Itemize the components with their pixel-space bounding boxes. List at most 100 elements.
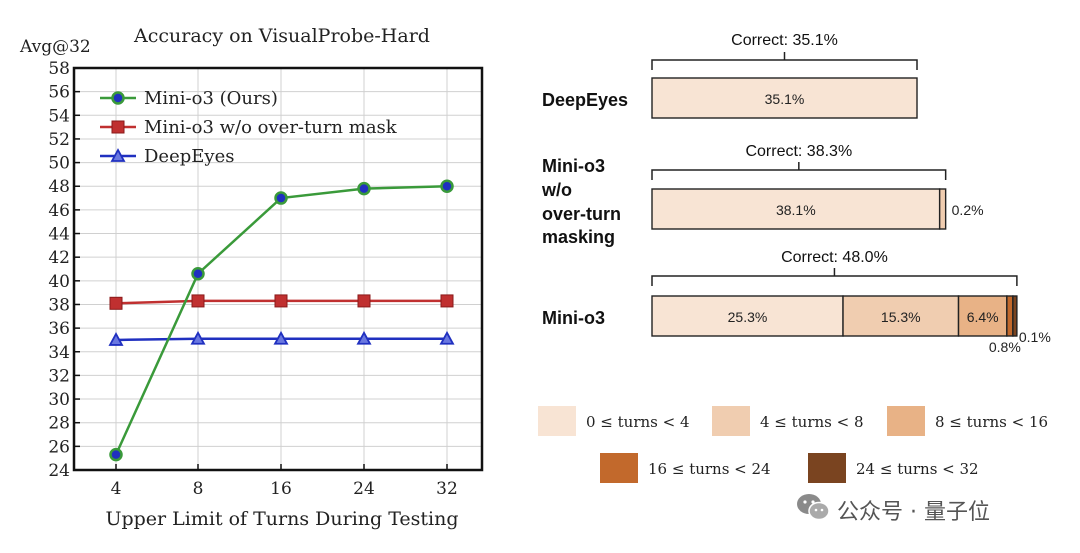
y-tick-label: 40 bbox=[48, 272, 70, 292]
segment-label: 0.8% bbox=[989, 339, 1021, 355]
data-point bbox=[109, 447, 123, 462]
data-point bbox=[191, 294, 205, 308]
stacked-bar-panel: DeepEyes Correct: 35.1% 35.1% Mini-o3 w/o ove… bbox=[520, 0, 1080, 548]
category-label: DeepEyes bbox=[542, 90, 628, 110]
legend-item: Mini-o3 w/o over-turn mask bbox=[100, 117, 398, 138]
y-tick-label: 44 bbox=[48, 225, 70, 245]
category-label: masking bbox=[542, 227, 615, 247]
bar-legend-item: 4 ≤ turns < 8 bbox=[712, 406, 864, 436]
legend-label: Mini-o3 w/o over-turn mask bbox=[144, 117, 398, 138]
bar-legend-swatch bbox=[808, 453, 846, 483]
y-tick-label: 30 bbox=[48, 390, 70, 410]
data-point bbox=[439, 330, 455, 345]
legend-marker bbox=[111, 91, 125, 105]
segment-label: 25.3% bbox=[728, 309, 768, 325]
line-chart-panel: Avg@32 Accuracy on VisualProbe-Hard 24 26… bbox=[0, 0, 520, 548]
legend-item: Mini-o3 (Ours) bbox=[100, 88, 278, 109]
legend: Mini-o3 (Ours) Mini-o3 w/o over-turn mask… bbox=[100, 88, 398, 167]
bar-legend-item: 8 ≤ turns < 16 bbox=[887, 406, 1048, 436]
bar-segment bbox=[1006, 295, 1014, 337]
bar-segment bbox=[938, 188, 947, 230]
y-axis-label: Avg@32 bbox=[19, 37, 91, 57]
bar-legend-label: 0 ≤ turns < 4 bbox=[586, 413, 690, 431]
data-point bbox=[440, 179, 454, 193]
correct-bracket bbox=[651, 275, 1018, 286]
bar-legend-swatch bbox=[887, 406, 925, 436]
y-tick-label: 28 bbox=[48, 414, 70, 434]
bar-legend-item: 16 ≤ turns < 24 bbox=[600, 453, 771, 483]
x-tick-label: 8 bbox=[193, 479, 204, 499]
stacked-bar-chart: DeepEyes Correct: 35.1% 35.1% Mini-o3 w/o ove… bbox=[538, 32, 1051, 483]
y-tick-label: 50 bbox=[48, 154, 70, 174]
correct-label: Correct: 38.3% bbox=[745, 143, 852, 160]
bar-legend-swatch bbox=[600, 453, 638, 483]
legend-label: Mini-o3 (Ours) bbox=[144, 88, 278, 109]
plot-frame bbox=[72, 66, 484, 472]
y-tick-label: 34 bbox=[48, 343, 70, 363]
correct-label: Correct: 35.1% bbox=[731, 32, 838, 49]
segment-label: 6.4% bbox=[967, 309, 999, 325]
category-label: over-turn bbox=[542, 204, 621, 224]
bar-legend-label: 24 ≤ turns < 32 bbox=[856, 460, 979, 478]
y-tick-label: 58 bbox=[48, 59, 70, 79]
y-tick-label: 56 bbox=[48, 83, 70, 103]
bar-legend: 0 ≤ turns < 4 4 ≤ turns < 8 8 ≤ turns < 16… bbox=[538, 406, 1048, 483]
series-2 bbox=[109, 294, 454, 310]
x-tick-label: 32 bbox=[436, 479, 458, 499]
bar-row: DeepEyes Correct: 35.1% 35.1% bbox=[542, 32, 918, 119]
bar-legend-item: 0 ≤ turns < 4 bbox=[538, 406, 690, 436]
x-tick-label: 16 bbox=[270, 479, 292, 499]
legend-label: DeepEyes bbox=[144, 146, 234, 167]
data-point bbox=[273, 330, 289, 345]
correct-bracket bbox=[651, 169, 947, 180]
segment-label: 35.1% bbox=[765, 91, 805, 107]
y-tick-label: 42 bbox=[48, 248, 70, 268]
bar-row: Mini-o3 Correct: 48.0% 25.3% 15.3% 6.4% 0.8%0… bbox=[542, 249, 1051, 355]
segment-label: 38.1% bbox=[776, 202, 816, 218]
series-1 bbox=[109, 179, 454, 462]
y-tick-label: 54 bbox=[48, 106, 70, 126]
data-point bbox=[108, 332, 124, 346]
segment-label: 0.2% bbox=[952, 202, 984, 218]
wechat-icon bbox=[797, 494, 830, 521]
y-tick-label: 48 bbox=[48, 177, 70, 197]
data-point bbox=[190, 330, 206, 345]
bar-legend-swatch bbox=[712, 406, 750, 436]
data-point bbox=[191, 266, 205, 281]
x-tick-label: 24 bbox=[353, 479, 375, 499]
correct-bracket bbox=[651, 59, 918, 70]
legend-marker bbox=[111, 120, 125, 134]
line-chart: Avg@32 Accuracy on VisualProbe-Hard 24 26… bbox=[19, 25, 484, 530]
segment-label: 0.1% bbox=[1019, 329, 1051, 345]
y-tick-label: 36 bbox=[48, 319, 70, 339]
x-axis-label: Upper Limit of Turns During Testing bbox=[105, 508, 458, 530]
y-tick-label: 38 bbox=[48, 295, 70, 315]
legend-marker bbox=[110, 148, 126, 162]
data-point bbox=[357, 294, 371, 308]
bar-segment bbox=[651, 188, 941, 230]
series-group bbox=[108, 179, 455, 462]
bar-rows: DeepEyes Correct: 35.1% 35.1% Mini-o3 w/o ove… bbox=[541, 32, 1051, 355]
segment-label: 15.3% bbox=[881, 309, 921, 325]
watermark-text: 公众号 · 量子位 bbox=[837, 500, 990, 525]
data-point bbox=[356, 330, 372, 345]
data-point bbox=[357, 181, 371, 196]
category-label: w/o bbox=[541, 180, 572, 200]
y-tick-label: 46 bbox=[48, 201, 70, 221]
bar-segment bbox=[957, 295, 1008, 337]
bar-segment bbox=[1012, 295, 1018, 337]
x-tick-label: 4 bbox=[111, 479, 122, 499]
x-ticks: 4 8 16 24 32 bbox=[111, 479, 458, 499]
data-point bbox=[440, 294, 454, 308]
bar-legend-item: 24 ≤ turns < 32 bbox=[808, 453, 979, 483]
bar-segment bbox=[651, 295, 844, 337]
watermark: 公众号 · 量子位 bbox=[795, 488, 1065, 528]
bar-legend-label: 4 ≤ turns < 8 bbox=[760, 413, 864, 431]
bar-legend-label: 8 ≤ turns < 16 bbox=[935, 413, 1048, 431]
bar-legend-swatch bbox=[538, 406, 576, 436]
data-point bbox=[109, 296, 123, 310]
data-point bbox=[274, 191, 288, 205]
grid bbox=[74, 67, 482, 471]
bar-legend-label: 16 ≤ turns < 24 bbox=[648, 460, 771, 478]
series-3 bbox=[108, 330, 455, 346]
